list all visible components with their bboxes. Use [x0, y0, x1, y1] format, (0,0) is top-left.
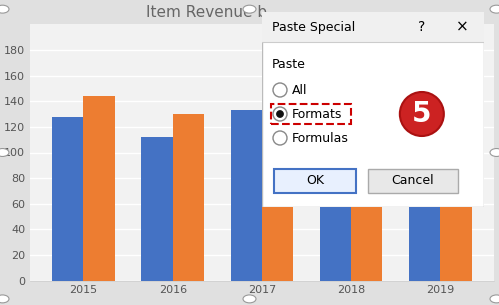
Text: Paste Special: Paste Special [272, 20, 355, 34]
Bar [351, 185, 382, 281]
Text: ?: ? [418, 20, 426, 34]
Title: Item Revenue b: Item Revenue b [146, 5, 267, 20]
Text: Formats: Formats [292, 107, 342, 120]
Bar [271, 104, 351, 124]
Bar [52, 117, 83, 281]
Bar [262, 151, 293, 281]
Text: Formulas: Formulas [292, 131, 349, 145]
Circle shape [273, 83, 287, 97]
Bar [274, 169, 356, 193]
Circle shape [400, 92, 444, 136]
Bar [441, 188, 472, 281]
Bar [83, 96, 115, 281]
Bar [173, 114, 204, 281]
Bar [262, 12, 484, 42]
Bar [409, 183, 441, 281]
Text: ×: × [456, 20, 468, 34]
Bar [142, 137, 173, 281]
Text: All: All [292, 84, 307, 96]
Text: Paste: Paste [272, 58, 306, 70]
Bar [368, 169, 458, 193]
Bar [320, 185, 351, 281]
Circle shape [273, 107, 287, 121]
Circle shape [276, 110, 283, 117]
Circle shape [273, 131, 287, 145]
Text: 5: 5 [412, 100, 432, 128]
Bar [231, 110, 262, 281]
Text: Cancel: Cancel [392, 174, 434, 188]
Text: OK: OK [306, 174, 324, 188]
